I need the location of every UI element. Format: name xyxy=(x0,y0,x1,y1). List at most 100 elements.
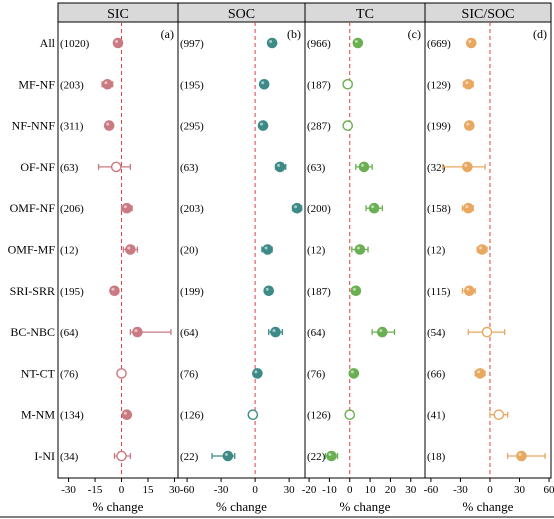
mean-effect-point xyxy=(368,202,380,214)
mean-effect-point xyxy=(257,120,269,131)
point-highlight xyxy=(479,246,483,250)
panel-sic-soc: SIC/SOC (d) -60 -30 0 30 60 % change (669) (129) (… xyxy=(424,2,554,514)
panel-letter: (c) xyxy=(408,27,421,41)
point-highlight xyxy=(265,287,269,291)
mean-effect-point xyxy=(125,244,136,255)
mean-effect-point xyxy=(463,79,474,90)
mean-effect-point xyxy=(109,285,120,297)
sample-size-label: (12) xyxy=(427,245,446,257)
panel-sic: SIC (a) -30 -15 0 15 30 % change (1020) (203) (311… xyxy=(57,2,181,514)
x-tick-label: 30 xyxy=(169,484,181,496)
x-tick-label: 10 xyxy=(365,484,377,496)
point-highlight xyxy=(464,163,468,167)
mean-effect-point xyxy=(463,120,475,131)
row-label: OF-NF xyxy=(20,160,55,174)
point-highlight xyxy=(123,411,127,415)
mean-effect-point xyxy=(462,161,473,173)
x-tick-label: 0 xyxy=(252,484,258,496)
point-highlight xyxy=(465,205,469,209)
point-highlight xyxy=(328,453,332,456)
panel-title: SIC xyxy=(107,7,129,22)
x-tick-label: 30 xyxy=(405,484,417,496)
sample-size-label: (126) xyxy=(180,410,204,422)
sample-size-label: (200) xyxy=(307,203,331,215)
sample-size-label: (63) xyxy=(180,162,199,174)
sample-size-label: (295) xyxy=(180,121,204,133)
x-tick-label: -30 xyxy=(453,484,468,496)
x-tick-label: 0 xyxy=(347,484,353,496)
point-highlight xyxy=(269,40,273,43)
x-tick-label: -60 xyxy=(180,484,195,496)
sample-size-label: (64) xyxy=(180,327,199,339)
point-highlight xyxy=(111,287,115,291)
sample-size-label: (158) xyxy=(427,203,451,215)
x-tick-label: 30 xyxy=(284,484,296,496)
point-highlight xyxy=(360,163,364,167)
point-highlight xyxy=(134,329,138,333)
point-highlight xyxy=(352,287,356,291)
sample-size-label: (187) xyxy=(307,79,331,91)
sample-size-label: (12) xyxy=(307,245,326,257)
point-highlight xyxy=(466,122,470,126)
mean-effect-point xyxy=(358,161,370,173)
point-highlight xyxy=(260,122,264,126)
mean-effect-point xyxy=(463,285,475,297)
panel-tc: TC (c) -20 -10 0 10 20 30 % change (966) (187) (287… xyxy=(302,2,426,514)
panel-title: SOC xyxy=(228,7,255,22)
sample-size-label: (203) xyxy=(180,203,204,215)
mean-effect-point xyxy=(112,37,124,49)
mean-effect-point xyxy=(326,450,337,462)
mean-effect-point xyxy=(342,79,354,90)
mean-effect-point xyxy=(274,161,286,173)
x-axis-title: % change xyxy=(216,499,267,514)
mean-effect-point xyxy=(465,37,477,49)
mean-effect-point xyxy=(270,326,281,338)
sample-size-label: (126) xyxy=(307,410,331,422)
mean-effect-point xyxy=(476,244,488,255)
row-label: NF-NNF xyxy=(12,119,56,133)
sample-size-label: (64) xyxy=(60,327,79,339)
point-highlight xyxy=(106,122,110,126)
point-highlight xyxy=(104,81,108,85)
sample-size-label: (287) xyxy=(307,121,331,133)
mean-effect-point xyxy=(121,202,133,214)
mean-effect-point xyxy=(352,37,364,49)
row-label: BC-NBC xyxy=(10,325,55,339)
x-tick-label: -30 xyxy=(214,484,229,496)
sample-size-label: (41) xyxy=(427,410,446,422)
mean-effect-point xyxy=(116,450,127,462)
sample-size-label: (63) xyxy=(307,162,326,174)
sample-size-label: (199) xyxy=(180,286,204,298)
sample-size-label: (1020) xyxy=(60,38,90,50)
sample-size-label: (966) xyxy=(307,38,331,50)
mean-effect-point xyxy=(344,409,356,421)
mean-effect-point xyxy=(102,79,113,90)
sample-size-label: (134) xyxy=(60,410,84,422)
mean-effect-point xyxy=(493,409,505,421)
point-highlight xyxy=(356,246,360,250)
sample-size-label: (187) xyxy=(307,286,331,298)
row-label: SRI-SRR xyxy=(10,284,55,298)
mean-effect-point xyxy=(263,285,275,297)
mean-effect-point xyxy=(110,161,122,173)
sample-size-label: (64) xyxy=(307,327,326,339)
mean-effect-point xyxy=(132,326,143,338)
mean-effect-point xyxy=(291,202,303,214)
sample-size-label: (195) xyxy=(180,79,204,91)
point-highlight xyxy=(354,40,358,43)
mean-effect-point xyxy=(376,326,388,338)
point-highlight xyxy=(123,205,127,209)
mean-effect-point xyxy=(252,368,263,379)
mean-effect-point xyxy=(222,450,234,462)
mean-effect-point xyxy=(348,368,360,379)
point-highlight xyxy=(294,205,298,209)
point-highlight xyxy=(468,40,472,43)
point-highlight xyxy=(115,40,118,43)
mean-effect-point xyxy=(474,368,486,379)
row-label: OMF-MF xyxy=(8,243,56,257)
sample-size-label: (66) xyxy=(427,368,446,380)
panel-soc: SOC (b) -60 -30 0 30 % change (997) (195) (295) (6… xyxy=(177,2,306,514)
x-axis-title: % change xyxy=(463,499,514,514)
sample-size-label: (20) xyxy=(180,245,199,257)
